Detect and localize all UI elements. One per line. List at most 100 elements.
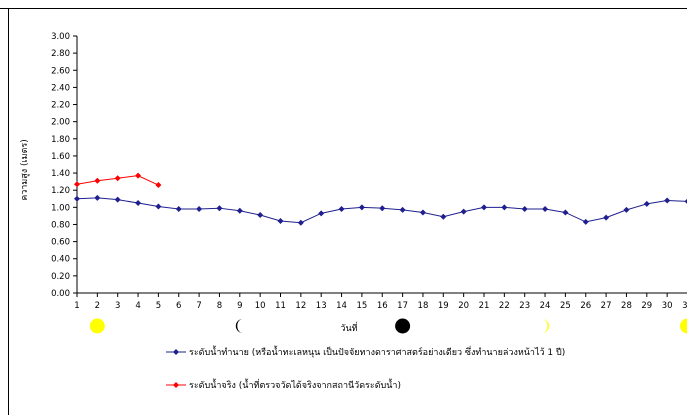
x-axis-title: วันที่ <box>340 321 357 334</box>
y-tick-label: 2.20 <box>51 101 70 111</box>
x-tick-label: 27 <box>601 301 612 311</box>
moon-disc <box>680 319 687 334</box>
y-tick-label: 2.00 <box>51 118 70 128</box>
series-1-point <box>603 215 609 221</box>
y-tick-label: 3.00 <box>51 32 70 42</box>
y-tick-label: 1.60 <box>51 152 70 162</box>
series-1-point <box>501 204 507 210</box>
series-1-point <box>623 207 629 213</box>
moon-disc <box>90 319 105 334</box>
series-1-point <box>562 209 568 215</box>
moon-crescent <box>542 319 549 333</box>
y-tick-label: 0.40 <box>51 255 70 265</box>
y-tick-label: 2.40 <box>51 83 70 93</box>
x-tick-label: 20 <box>458 301 469 311</box>
x-tick-label: 7 <box>196 301 201 311</box>
x-tick-label: 11 <box>275 301 286 311</box>
series-1-point <box>298 220 304 226</box>
x-tick-label: 26 <box>580 301 591 311</box>
moon-disc <box>395 319 410 334</box>
x-tick-label: 14 <box>336 301 347 311</box>
series-1-point <box>278 218 284 224</box>
y-tick-label: 2.60 <box>51 66 70 76</box>
series-1-point <box>542 206 548 212</box>
y-tick-label: 1.20 <box>51 186 70 196</box>
first-quarter-icon <box>542 319 549 333</box>
x-tick-label: 8 <box>217 301 222 311</box>
x-tick-label: 25 <box>560 301 571 311</box>
series-1-point <box>94 195 100 201</box>
series-2-point <box>94 178 100 184</box>
x-tick-label: 3 <box>115 301 120 311</box>
new-moon-icon <box>395 319 410 334</box>
legend-swatch-marker <box>173 382 179 388</box>
x-tick-label: 9 <box>237 301 242 311</box>
series-1-point <box>644 201 650 207</box>
x-tick-label: 16 <box>377 301 388 311</box>
series-1-point <box>400 207 406 213</box>
x-tick-label: 18 <box>418 301 429 311</box>
x-tick-label: 23 <box>519 301 530 311</box>
x-tick-label: 2 <box>95 301 100 311</box>
series-1-point <box>237 208 243 214</box>
series-1-point <box>583 219 589 225</box>
series-2-point <box>135 173 141 179</box>
x-tick-label: 30 <box>662 301 673 311</box>
full-moon-icon <box>90 319 105 334</box>
x-tick-label: 15 <box>356 301 367 311</box>
y-axis: 0.000.200.400.600.801.001.201.401.601.80… <box>51 32 77 299</box>
series-1-point <box>420 209 426 215</box>
series-1-point <box>176 206 182 212</box>
series-1-point <box>155 203 161 209</box>
series-1-point <box>135 200 141 206</box>
series-1-point <box>339 206 345 212</box>
x-tick-label: 13 <box>316 301 327 311</box>
legend: ระดับน้ำทำนาย (หรือน้ำทะเลหนุน เป็นปัจจั… <box>166 345 565 391</box>
series-1-point <box>74 196 80 202</box>
legend-entry-label: ระดับน้ำจริง (น้ำที่ตรวจวัดได้จริงจากสถา… <box>189 378 401 391</box>
series-1-point <box>379 205 385 211</box>
full-moon-icon <box>680 319 687 334</box>
series-1-point <box>522 206 528 212</box>
series-1-point <box>216 205 222 211</box>
y-tick-label: 1.00 <box>51 203 70 213</box>
x-tick-label: 19 <box>438 301 449 311</box>
legend-swatch-marker <box>173 349 179 355</box>
series-2-point <box>74 181 80 187</box>
moon-phase-row <box>90 319 687 334</box>
x-tick-label: 5 <box>156 301 161 311</box>
series-1-point <box>481 204 487 210</box>
series-2-point <box>115 175 121 181</box>
x-tick-label: 6 <box>176 301 181 311</box>
series-1-point <box>359 204 365 210</box>
series-1-point <box>461 209 467 215</box>
y-tick-label: 0.00 <box>51 289 70 299</box>
moon-crescent <box>236 319 243 333</box>
y-axis-title: ความสูง (เมตร) <box>20 139 30 201</box>
x-tick-label: 22 <box>499 301 510 311</box>
x-tick-label: 31 <box>682 301 687 311</box>
y-tick-label: 1.40 <box>51 169 70 179</box>
x-tick-label: 1 <box>74 301 79 311</box>
legend-entry-label: ระดับน้ำทำนาย (หรือน้ำทะเลหนุน เป็นปัจจั… <box>189 345 565 358</box>
series-2-point <box>155 182 161 188</box>
x-tick-label: 21 <box>479 301 490 311</box>
y-tick-label: 2.80 <box>51 49 70 59</box>
series-1-point <box>257 212 263 218</box>
last-quarter-icon <box>236 319 243 333</box>
y-tick-label: 0.80 <box>51 220 70 230</box>
x-tick-label: 29 <box>641 301 652 311</box>
x-tick-label: 28 <box>621 301 632 311</box>
x-tick-label: 12 <box>295 301 306 311</box>
y-tick-label: 0.20 <box>51 272 70 282</box>
x-tick-label: 24 <box>540 301 551 311</box>
plot-area <box>74 173 687 226</box>
x-tick-label: 4 <box>135 301 140 311</box>
y-tick-label: 1.80 <box>51 135 70 145</box>
series-1-point <box>318 210 324 216</box>
series-1-point <box>196 206 202 212</box>
x-tick-label: 17 <box>397 301 408 311</box>
